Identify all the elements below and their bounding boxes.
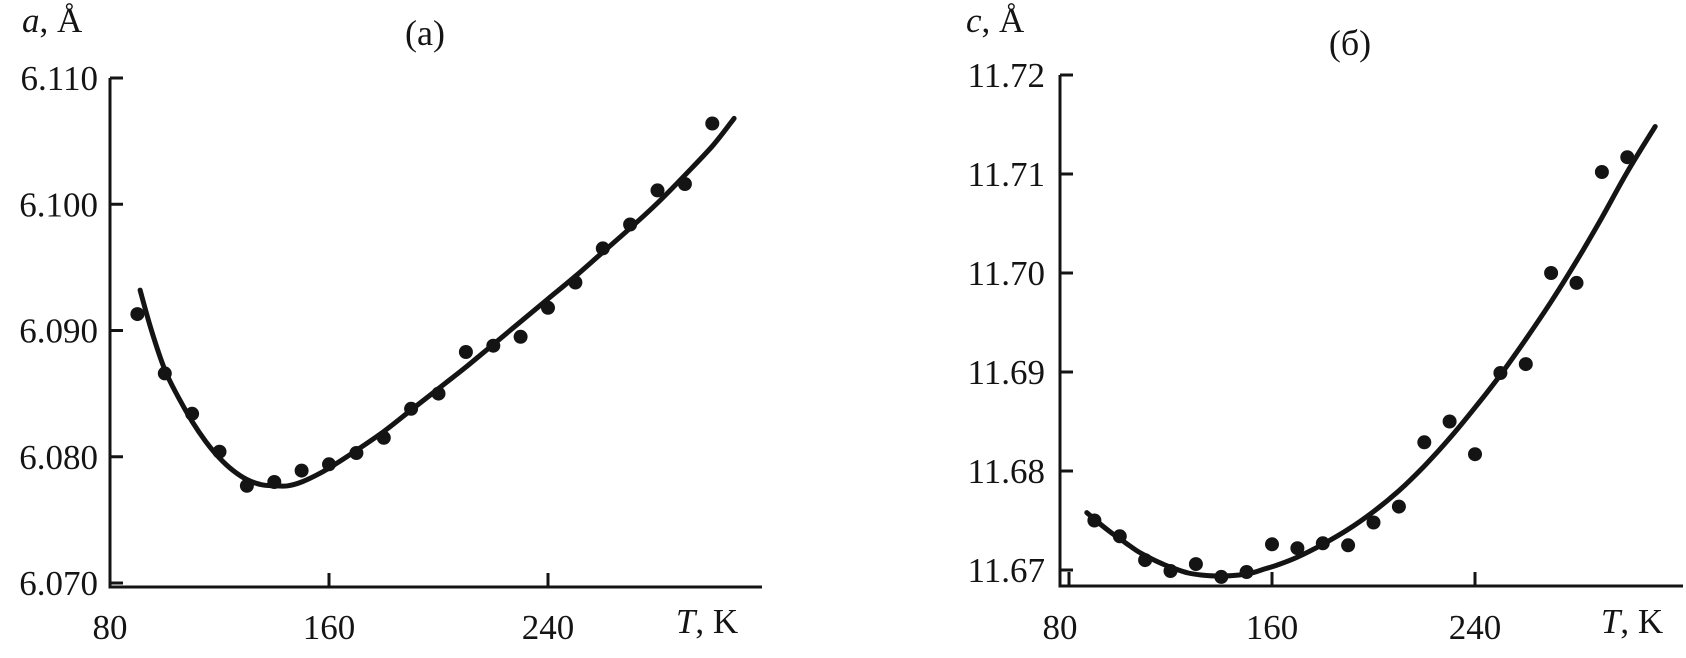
data-point xyxy=(1341,538,1356,553)
data-point xyxy=(130,307,145,322)
panel-a-plot: 6.110 6.100 6.090 6.080 6.070 80 160 240 xyxy=(19,59,762,647)
y-tick-label: 11.72 xyxy=(968,56,1045,95)
x-tick-label: 160 xyxy=(1246,608,1299,647)
x-axis-symbol-left: T xyxy=(675,602,696,641)
data-point xyxy=(677,177,692,191)
data-point xyxy=(1112,529,1127,544)
y-axis-symbol-c: c xyxy=(966,1,982,40)
x-tick-label: 240 xyxy=(1449,608,1502,647)
x-tick-label: 240 xyxy=(522,608,575,647)
data-point xyxy=(294,463,309,478)
x-axis-label-right: T, K xyxy=(1600,602,1664,642)
data-point xyxy=(267,475,282,489)
y-tick-label: 11.70 xyxy=(968,254,1045,293)
data-point xyxy=(1518,357,1533,372)
data-point xyxy=(1290,541,1305,556)
y-axis-label-a: a, Å xyxy=(22,1,83,41)
data-point xyxy=(650,183,665,198)
data-point xyxy=(1214,569,1229,584)
data-point xyxy=(1493,366,1508,380)
data-point xyxy=(541,300,555,315)
data-point xyxy=(1265,537,1279,552)
y-axis-unit-a: , Å xyxy=(39,1,83,40)
x-axis-symbol-right: T xyxy=(1600,602,1621,641)
panel-title-b: (б) xyxy=(1328,23,1372,63)
data-point xyxy=(568,275,583,290)
data-point xyxy=(1087,513,1102,528)
data-point xyxy=(431,386,446,401)
y-tick-label: 11.69 xyxy=(968,353,1045,392)
y-tick-label: 6.100 xyxy=(19,185,98,224)
data-point xyxy=(212,444,227,459)
data-point xyxy=(1391,499,1406,514)
data-point xyxy=(513,329,528,344)
x-axis-unit-right: , K xyxy=(1620,602,1664,641)
data-point xyxy=(458,345,473,359)
data-point xyxy=(486,338,501,353)
data-point xyxy=(404,401,419,416)
data-point xyxy=(1468,447,1482,462)
axes xyxy=(108,78,762,589)
y-tick-label: 6.070 xyxy=(19,564,98,603)
fit-curve xyxy=(1084,124,1658,579)
y-tick-label: 6.080 xyxy=(19,438,98,477)
data-point xyxy=(1594,165,1609,179)
data-point xyxy=(623,217,638,232)
data-point xyxy=(595,241,610,256)
fit-curve xyxy=(137,115,737,489)
data-point xyxy=(1239,565,1254,579)
y-tick-label: 6.090 xyxy=(19,312,98,351)
data-point xyxy=(1442,414,1457,429)
data-point xyxy=(1315,536,1330,551)
x-axis-unit-left: , K xyxy=(695,602,739,641)
y-axis-symbol-a: a xyxy=(22,1,40,40)
y-tick-label: 6.110 xyxy=(21,59,98,98)
data-point xyxy=(1188,557,1203,572)
data-point xyxy=(185,406,200,421)
data-point xyxy=(1544,266,1559,280)
axes xyxy=(1058,75,1683,588)
data-point xyxy=(1620,150,1635,165)
data-point xyxy=(1138,553,1153,568)
data-point xyxy=(1569,275,1584,290)
y-tick-label: 11.68 xyxy=(968,452,1045,491)
y-axis-unit-c: , Å xyxy=(981,1,1025,40)
y-tick-label: 11.67 xyxy=(968,551,1045,590)
x-axis-label-left: T, K xyxy=(675,602,739,642)
data-point xyxy=(705,116,720,131)
data-point xyxy=(239,478,254,493)
data-point xyxy=(1366,515,1381,530)
x-tick-label: 80 xyxy=(1043,608,1078,647)
data-point xyxy=(349,446,364,460)
x-tick-label: 160 xyxy=(303,608,356,647)
data-point xyxy=(1163,564,1178,578)
y-tick-label: 11.71 xyxy=(968,155,1045,194)
data-point xyxy=(376,430,391,445)
panel-title-a: (a) xyxy=(405,13,445,53)
y-axis-label-c: c, Å xyxy=(966,1,1025,41)
panel-b-plot: 11.72 11.71 11.70 11.69 11.68 11.67 80 160 240 xyxy=(968,56,1683,647)
x-tick-label: 80 xyxy=(93,608,128,647)
data-point xyxy=(322,457,336,472)
data-point xyxy=(157,366,172,381)
data-point xyxy=(1417,435,1432,450)
